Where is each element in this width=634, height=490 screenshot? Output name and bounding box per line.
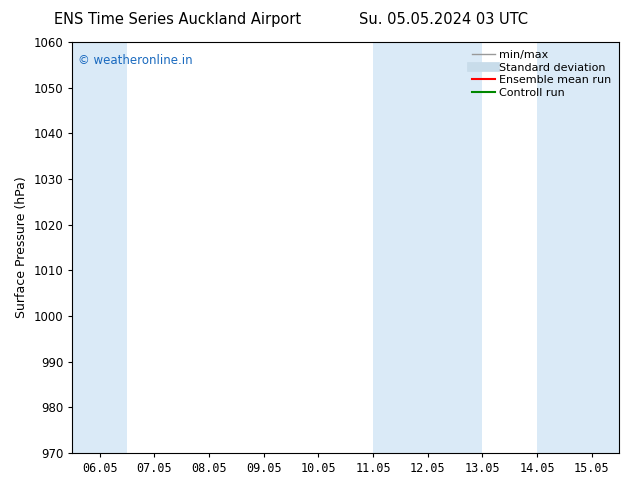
Bar xyxy=(537,42,619,453)
Y-axis label: Surface Pressure (hPa): Surface Pressure (hPa) xyxy=(15,176,28,318)
Bar xyxy=(373,42,482,453)
Text: Su. 05.05.2024 03 UTC: Su. 05.05.2024 03 UTC xyxy=(359,12,528,27)
Legend: min/max, Standard deviation, Ensemble mean run, Controll run: min/max, Standard deviation, Ensemble me… xyxy=(469,47,614,101)
Text: © weatheronline.in: © weatheronline.in xyxy=(78,54,193,68)
Text: ENS Time Series Auckland Airport: ENS Time Series Auckland Airport xyxy=(54,12,301,27)
Bar xyxy=(72,42,127,453)
